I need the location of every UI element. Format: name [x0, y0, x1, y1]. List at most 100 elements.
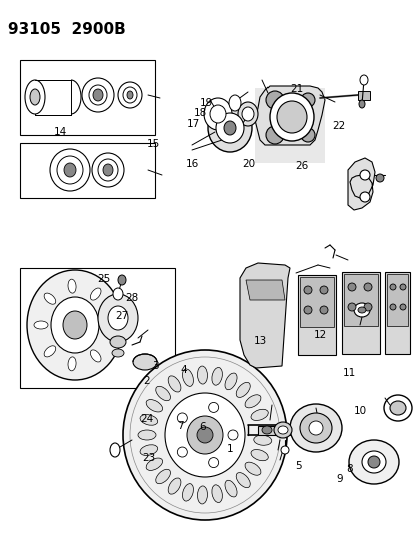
Text: 16: 16 [185, 159, 199, 169]
Polygon shape [245, 280, 284, 300]
Bar [254, 88, 324, 163]
Ellipse shape [110, 336, 126, 348]
Polygon shape [254, 86, 324, 145]
Text: 14: 14 [53, 127, 66, 137]
Bar [20, 60, 154, 135]
Ellipse shape [319, 286, 327, 294]
Ellipse shape [357, 307, 365, 313]
Bar [341, 272, 379, 354]
Ellipse shape [63, 311, 87, 339]
Ellipse shape [359, 75, 367, 85]
Ellipse shape [187, 416, 223, 454]
Text: 8: 8 [346, 464, 352, 474]
Ellipse shape [177, 447, 187, 457]
Ellipse shape [289, 404, 341, 452]
Ellipse shape [82, 78, 114, 112]
Ellipse shape [399, 304, 405, 310]
Ellipse shape [177, 413, 187, 423]
Ellipse shape [155, 469, 170, 483]
Text: 20: 20 [241, 159, 254, 169]
Ellipse shape [208, 402, 218, 413]
Ellipse shape [250, 409, 268, 421]
Ellipse shape [250, 449, 268, 461]
Ellipse shape [146, 400, 162, 412]
Ellipse shape [123, 350, 286, 520]
Ellipse shape [197, 366, 207, 384]
Ellipse shape [353, 303, 369, 317]
Text: 6: 6 [199, 423, 206, 432]
Text: 24: 24 [140, 414, 153, 424]
Text: 21: 21 [290, 84, 303, 94]
Ellipse shape [319, 306, 327, 314]
Ellipse shape [101, 328, 115, 336]
Ellipse shape [93, 89, 103, 101]
Ellipse shape [138, 430, 156, 440]
Ellipse shape [182, 369, 193, 386]
Ellipse shape [236, 473, 250, 488]
Text: 27: 27 [115, 311, 128, 321]
Text: 25: 25 [97, 274, 110, 284]
Ellipse shape [165, 393, 244, 477]
Ellipse shape [375, 174, 383, 182]
Bar [386, 274, 407, 326]
Ellipse shape [269, 93, 313, 141]
Text: 26: 26 [295, 161, 308, 171]
Ellipse shape [123, 87, 137, 103]
Ellipse shape [108, 306, 128, 330]
Ellipse shape [363, 283, 371, 291]
Ellipse shape [146, 458, 162, 471]
Bar [20, 268, 175, 388]
Ellipse shape [140, 415, 157, 425]
Ellipse shape [34, 321, 48, 329]
Ellipse shape [57, 156, 83, 184]
Ellipse shape [236, 382, 250, 398]
Ellipse shape [273, 422, 291, 438]
Ellipse shape [359, 192, 369, 202]
Text: 4: 4 [180, 366, 187, 375]
Text: 15: 15 [146, 139, 159, 149]
Ellipse shape [44, 293, 56, 304]
Ellipse shape [224, 373, 237, 390]
Ellipse shape [98, 294, 138, 342]
Ellipse shape [208, 458, 218, 467]
Ellipse shape [168, 376, 180, 392]
Text: 2: 2 [143, 376, 150, 386]
Ellipse shape [118, 82, 142, 108]
Ellipse shape [266, 91, 283, 109]
Ellipse shape [276, 101, 306, 133]
Text: 19: 19 [199, 98, 212, 108]
Ellipse shape [237, 102, 257, 126]
Ellipse shape [118, 275, 126, 285]
Bar [357, 91, 369, 100]
Ellipse shape [98, 159, 118, 181]
Ellipse shape [209, 105, 225, 123]
Ellipse shape [358, 100, 364, 108]
Ellipse shape [133, 354, 157, 370]
Ellipse shape [348, 440, 398, 484]
Text: 28: 28 [125, 294, 138, 303]
Ellipse shape [300, 128, 314, 142]
Ellipse shape [197, 486, 207, 504]
Ellipse shape [383, 395, 411, 421]
Text: 10: 10 [353, 407, 366, 416]
Ellipse shape [197, 427, 212, 443]
Polygon shape [347, 158, 374, 210]
Text: 3: 3 [152, 361, 158, 370]
Ellipse shape [204, 98, 231, 130]
Ellipse shape [155, 386, 170, 401]
Ellipse shape [211, 485, 222, 503]
Text: 18: 18 [193, 108, 206, 118]
Ellipse shape [253, 435, 271, 445]
Polygon shape [240, 263, 289, 368]
Text: 93105  2900B: 93105 2900B [8, 22, 126, 37]
Ellipse shape [168, 478, 180, 494]
Ellipse shape [90, 288, 101, 300]
Ellipse shape [280, 446, 288, 454]
Ellipse shape [228, 430, 237, 440]
Ellipse shape [89, 85, 107, 105]
Ellipse shape [68, 279, 76, 293]
Ellipse shape [216, 113, 243, 143]
Ellipse shape [361, 451, 385, 473]
Text: 12: 12 [313, 330, 327, 340]
Ellipse shape [90, 350, 101, 362]
